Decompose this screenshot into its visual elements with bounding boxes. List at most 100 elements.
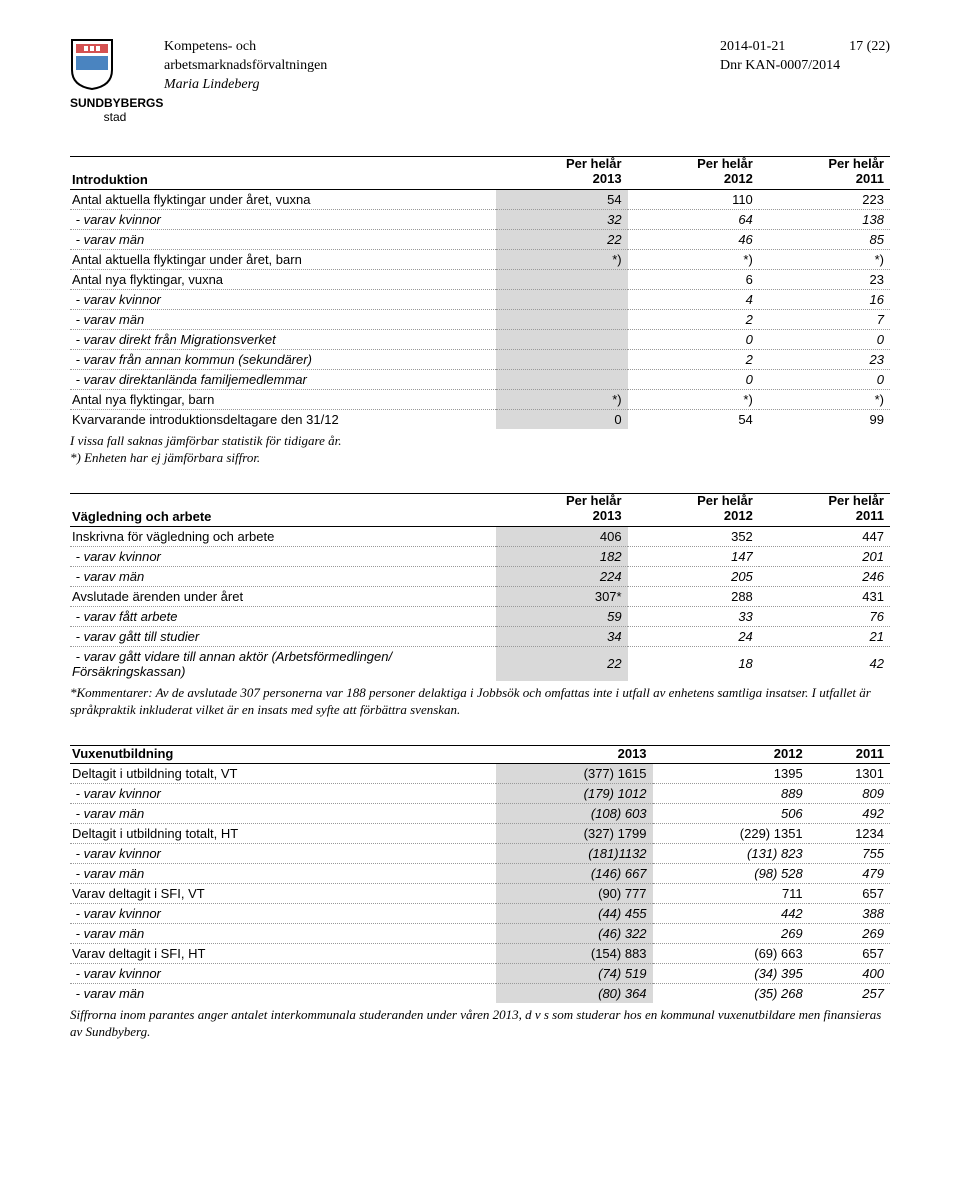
- row-label: - varav kvinnor: [70, 289, 496, 309]
- table-row: - varav män(146) 667(98) 528479: [70, 863, 890, 883]
- dnr-line: Dnr KAN-0007/2014: [720, 57, 890, 76]
- table2-col2: Per helår2012: [628, 493, 759, 526]
- row-value: 2: [628, 309, 759, 329]
- row-label: - varav män: [70, 309, 496, 329]
- table-row: Antal nya flyktingar, barn*)*)*): [70, 389, 890, 409]
- row-value: 205: [628, 566, 759, 586]
- table2-note: *Kommentarer: Av de avslutade 307 person…: [70, 684, 890, 719]
- row-label: Kvarvarande introduktionsdeltagare den 3…: [70, 409, 496, 429]
- row-value: 755: [809, 843, 890, 863]
- table-row: - varav fått arbete593376: [70, 606, 890, 626]
- row-value: 406: [496, 526, 627, 546]
- row-value: (69) 663: [653, 943, 809, 963]
- row-label: - varav kvinnor: [70, 903, 496, 923]
- table1-col2: Per helår2012: [628, 157, 759, 190]
- row-label: - varav män: [70, 229, 496, 249]
- row-value: 16: [759, 289, 890, 309]
- row-value: *): [628, 389, 759, 409]
- crest-icon: [70, 38, 114, 90]
- row-value: 711: [653, 883, 809, 903]
- row-value: 34: [496, 626, 627, 646]
- page-number: 17 (22): [849, 38, 890, 57]
- table-row: - varav gått vidare till annan aktör (Ar…: [70, 646, 890, 681]
- table-row: - varav gått till studier342421: [70, 626, 890, 646]
- author-line: Maria Lindeberg: [164, 76, 720, 95]
- logo-text: SUNDBYBERGS stad: [70, 96, 160, 124]
- row-label: Deltagit i utbildning totalt, HT: [70, 823, 496, 843]
- row-value: 479: [809, 863, 890, 883]
- row-value: (377) 1615: [496, 763, 652, 783]
- row-value: [496, 289, 627, 309]
- row-value: 809: [809, 783, 890, 803]
- row-value: 18: [628, 646, 759, 681]
- introduktion-table: Introduktion Per helår2013 Per helår2012…: [70, 156, 890, 429]
- table1-title: Introduktion: [70, 157, 496, 190]
- row-value: 506: [653, 803, 809, 823]
- row-label: - varav män: [70, 566, 496, 586]
- row-value: 201: [759, 546, 890, 566]
- row-value: 7: [759, 309, 890, 329]
- table-row: - varav män224685: [70, 229, 890, 249]
- table-row: Avslutade ärenden under året307*288431: [70, 586, 890, 606]
- row-value: 21: [759, 626, 890, 646]
- logo-text-bottom: stad: [104, 110, 127, 124]
- row-label: Antal nya flyktingar, barn: [70, 389, 496, 409]
- table-row: - varav kvinnor(44) 455442388: [70, 903, 890, 923]
- row-value: [496, 369, 627, 389]
- row-value: 76: [759, 606, 890, 626]
- row-value: (80) 364: [496, 983, 652, 1003]
- row-value: (46) 322: [496, 923, 652, 943]
- table-row: Varav deltagit i SFI, VT(90) 777711657: [70, 883, 890, 903]
- row-value: (229) 1351: [653, 823, 809, 843]
- row-value: 23: [759, 269, 890, 289]
- table-row: Deltagit i utbildning totalt, HT(327) 17…: [70, 823, 890, 843]
- table-row: Antal nya flyktingar, vuxna 623: [70, 269, 890, 289]
- row-label: Avslutade ärenden under året: [70, 586, 496, 606]
- row-value: 492: [809, 803, 890, 823]
- row-value: 442: [653, 903, 809, 923]
- row-value: (44) 455: [496, 903, 652, 923]
- table-row: - varav kvinnor(74) 519(34) 395400: [70, 963, 890, 983]
- row-label: Antal nya flyktingar, vuxna: [70, 269, 496, 289]
- row-value: (90) 777: [496, 883, 652, 903]
- row-value: (181)1132: [496, 843, 652, 863]
- row-value: 223: [759, 189, 890, 209]
- row-value: 0: [496, 409, 627, 429]
- row-value: 657: [809, 883, 890, 903]
- table-row: - varav kvinnor(181)1132(131) 823755: [70, 843, 890, 863]
- table-row: - varav män(108) 603506492: [70, 803, 890, 823]
- row-value: [496, 309, 627, 329]
- table-row: Inskrivna för vägledning och arbete40635…: [70, 526, 890, 546]
- table2-col1: Per helår2013: [496, 493, 627, 526]
- row-value: 64: [628, 209, 759, 229]
- row-label: Inskrivna för vägledning och arbete: [70, 526, 496, 546]
- table-row: Antal aktuella flyktingar under året, ba…: [70, 249, 890, 269]
- row-value: [496, 349, 627, 369]
- table3-col2: 2012: [653, 745, 809, 763]
- table-row: - varav män 27: [70, 309, 890, 329]
- row-value: 46: [628, 229, 759, 249]
- row-value: (179) 1012: [496, 783, 652, 803]
- row-label: - varav fått arbete: [70, 606, 496, 626]
- table1-col1: Per helår2013: [496, 157, 627, 190]
- row-value: 0: [759, 329, 890, 349]
- table3-col3: 2011: [809, 745, 890, 763]
- row-value: *): [496, 389, 627, 409]
- row-value: 447: [759, 526, 890, 546]
- row-label: - varav direktanlända familjemedlemmar: [70, 369, 496, 389]
- table-row: Antal aktuella flyktingar under året, vu…: [70, 189, 890, 209]
- row-value: 307*: [496, 586, 627, 606]
- org-line2: arbetsmarknadsförvaltningen: [164, 57, 720, 76]
- row-label: Varav deltagit i SFI, VT: [70, 883, 496, 903]
- row-value: 400: [809, 963, 890, 983]
- row-label: - varav kvinnor: [70, 209, 496, 229]
- row-label: Antal aktuella flyktingar under året, ba…: [70, 249, 496, 269]
- row-label: - varav män: [70, 863, 496, 883]
- org-line1: Kompetens- och: [164, 38, 720, 57]
- row-value: 6: [628, 269, 759, 289]
- row-value: 388: [809, 903, 890, 923]
- table-row: - varav kvinnor182147201: [70, 546, 890, 566]
- table3-title: Vuxenutbildning: [70, 745, 496, 763]
- row-value: 2: [628, 349, 759, 369]
- row-value: (98) 528: [653, 863, 809, 883]
